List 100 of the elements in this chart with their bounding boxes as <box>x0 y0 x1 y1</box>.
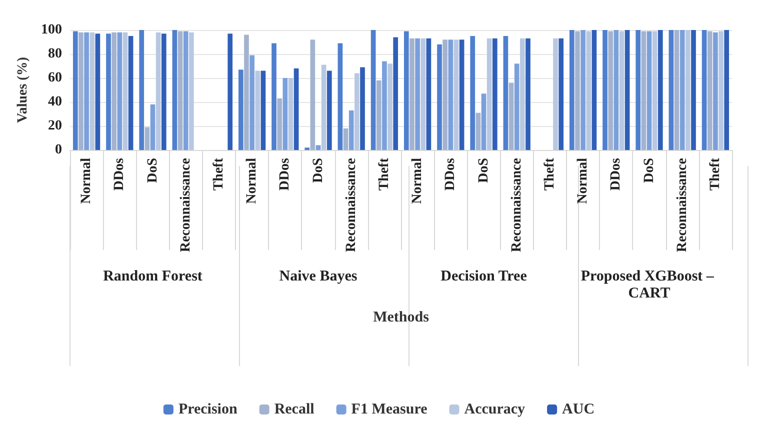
bar <box>674 30 680 150</box>
bar <box>144 127 150 150</box>
x-tick-label: DoS <box>476 158 492 183</box>
bar <box>310 40 316 150</box>
bar <box>72 31 78 150</box>
bar <box>189 32 194 150</box>
bar <box>707 31 712 150</box>
bar <box>586 31 592 150</box>
bar <box>326 70 332 150</box>
legend-label: Recall <box>274 402 314 418</box>
bar <box>244 34 249 150</box>
bar <box>106 34 111 150</box>
x-axis-title: Methods <box>373 310 430 326</box>
bar <box>393 37 398 150</box>
x-tick-label: Reconnaissance <box>344 158 359 252</box>
bar <box>316 145 321 150</box>
bar <box>354 73 360 150</box>
bar <box>404 31 409 150</box>
legend-label: Precision <box>178 402 238 418</box>
y-axis-title: Values (%) <box>16 56 30 123</box>
bar <box>658 30 663 150</box>
x-tick-label: Reconnaissance <box>178 158 194 252</box>
text: Proposed XGBoost – CART <box>580 268 718 302</box>
bar <box>183 31 188 150</box>
bar <box>250 55 254 150</box>
bar <box>668 30 674 150</box>
bar <box>161 34 166 150</box>
y-tick-label: 100 <box>41 22 62 38</box>
bar <box>410 38 414 150</box>
bar <box>150 104 156 150</box>
x-tick-label: DoS <box>145 158 160 183</box>
bar <box>338 43 343 150</box>
bar <box>388 64 392 150</box>
bar <box>569 30 574 150</box>
bar <box>360 67 365 150</box>
bar <box>122 32 128 150</box>
bar <box>288 78 294 150</box>
text: Random Forest <box>103 268 202 284</box>
bar <box>476 112 481 150</box>
bar <box>575 31 580 150</box>
x-tick-label: Reconnaissance <box>674 158 690 252</box>
bar <box>272 43 276 150</box>
bar <box>691 30 696 150</box>
text: Naive Bayes <box>279 268 358 284</box>
bar <box>553 38 558 150</box>
bar <box>602 30 608 150</box>
bar <box>624 30 630 150</box>
bar <box>178 31 183 150</box>
bar <box>619 31 624 150</box>
bar <box>454 40 459 150</box>
y-tick-label: 20 <box>48 118 62 134</box>
bar <box>641 31 646 150</box>
bar <box>294 68 299 150</box>
bar <box>713 32 718 150</box>
legend-label: AUC <box>562 402 595 418</box>
x-tick-label: Normal <box>410 158 426 204</box>
x-tick-label: Normal <box>576 158 591 204</box>
x-tick-label: DDos <box>443 157 458 191</box>
bar <box>156 32 161 150</box>
x-tick-label: Reconnaissance <box>509 158 524 252</box>
x-tick-label: Theft <box>376 158 392 191</box>
bar <box>646 31 652 150</box>
bar <box>702 30 707 150</box>
bar <box>724 30 730 150</box>
x-tick-label: DoS <box>310 158 326 183</box>
bar <box>426 38 432 150</box>
x-tick-label: DDos <box>112 157 128 191</box>
x-tick-label: DDos <box>278 157 293 191</box>
bar <box>260 70 266 150</box>
y-tick-label: 80 <box>48 46 62 62</box>
bar <box>415 38 420 150</box>
bar <box>437 44 442 150</box>
bar <box>481 94 486 150</box>
bar <box>514 64 520 150</box>
legend-label: F1 Measure <box>351 402 428 418</box>
x-tick-label: Theft <box>708 158 723 191</box>
x-tick-label: Normal <box>244 158 260 204</box>
bar <box>459 40 464 150</box>
x-tick-label: Theft <box>211 158 226 191</box>
bar <box>503 36 508 150</box>
bar <box>470 36 476 150</box>
bar <box>277 98 282 150</box>
bar <box>112 32 116 150</box>
bar <box>526 38 530 150</box>
x-tick-label: Normal <box>79 158 94 204</box>
y-tick-label: 0 <box>55 142 62 158</box>
bar <box>382 61 387 150</box>
bar <box>128 36 134 150</box>
bar <box>255 70 260 150</box>
text: Decision Tree <box>440 268 528 284</box>
bar <box>78 32 84 150</box>
x-tick-label: Theft <box>542 158 558 191</box>
bar <box>228 34 233 150</box>
bar <box>614 30 619 150</box>
bar <box>520 38 525 150</box>
bar <box>117 32 122 150</box>
bar <box>592 30 597 150</box>
bar <box>139 30 144 150</box>
x-tick-label: DDos <box>608 157 624 191</box>
bar <box>172 30 178 150</box>
